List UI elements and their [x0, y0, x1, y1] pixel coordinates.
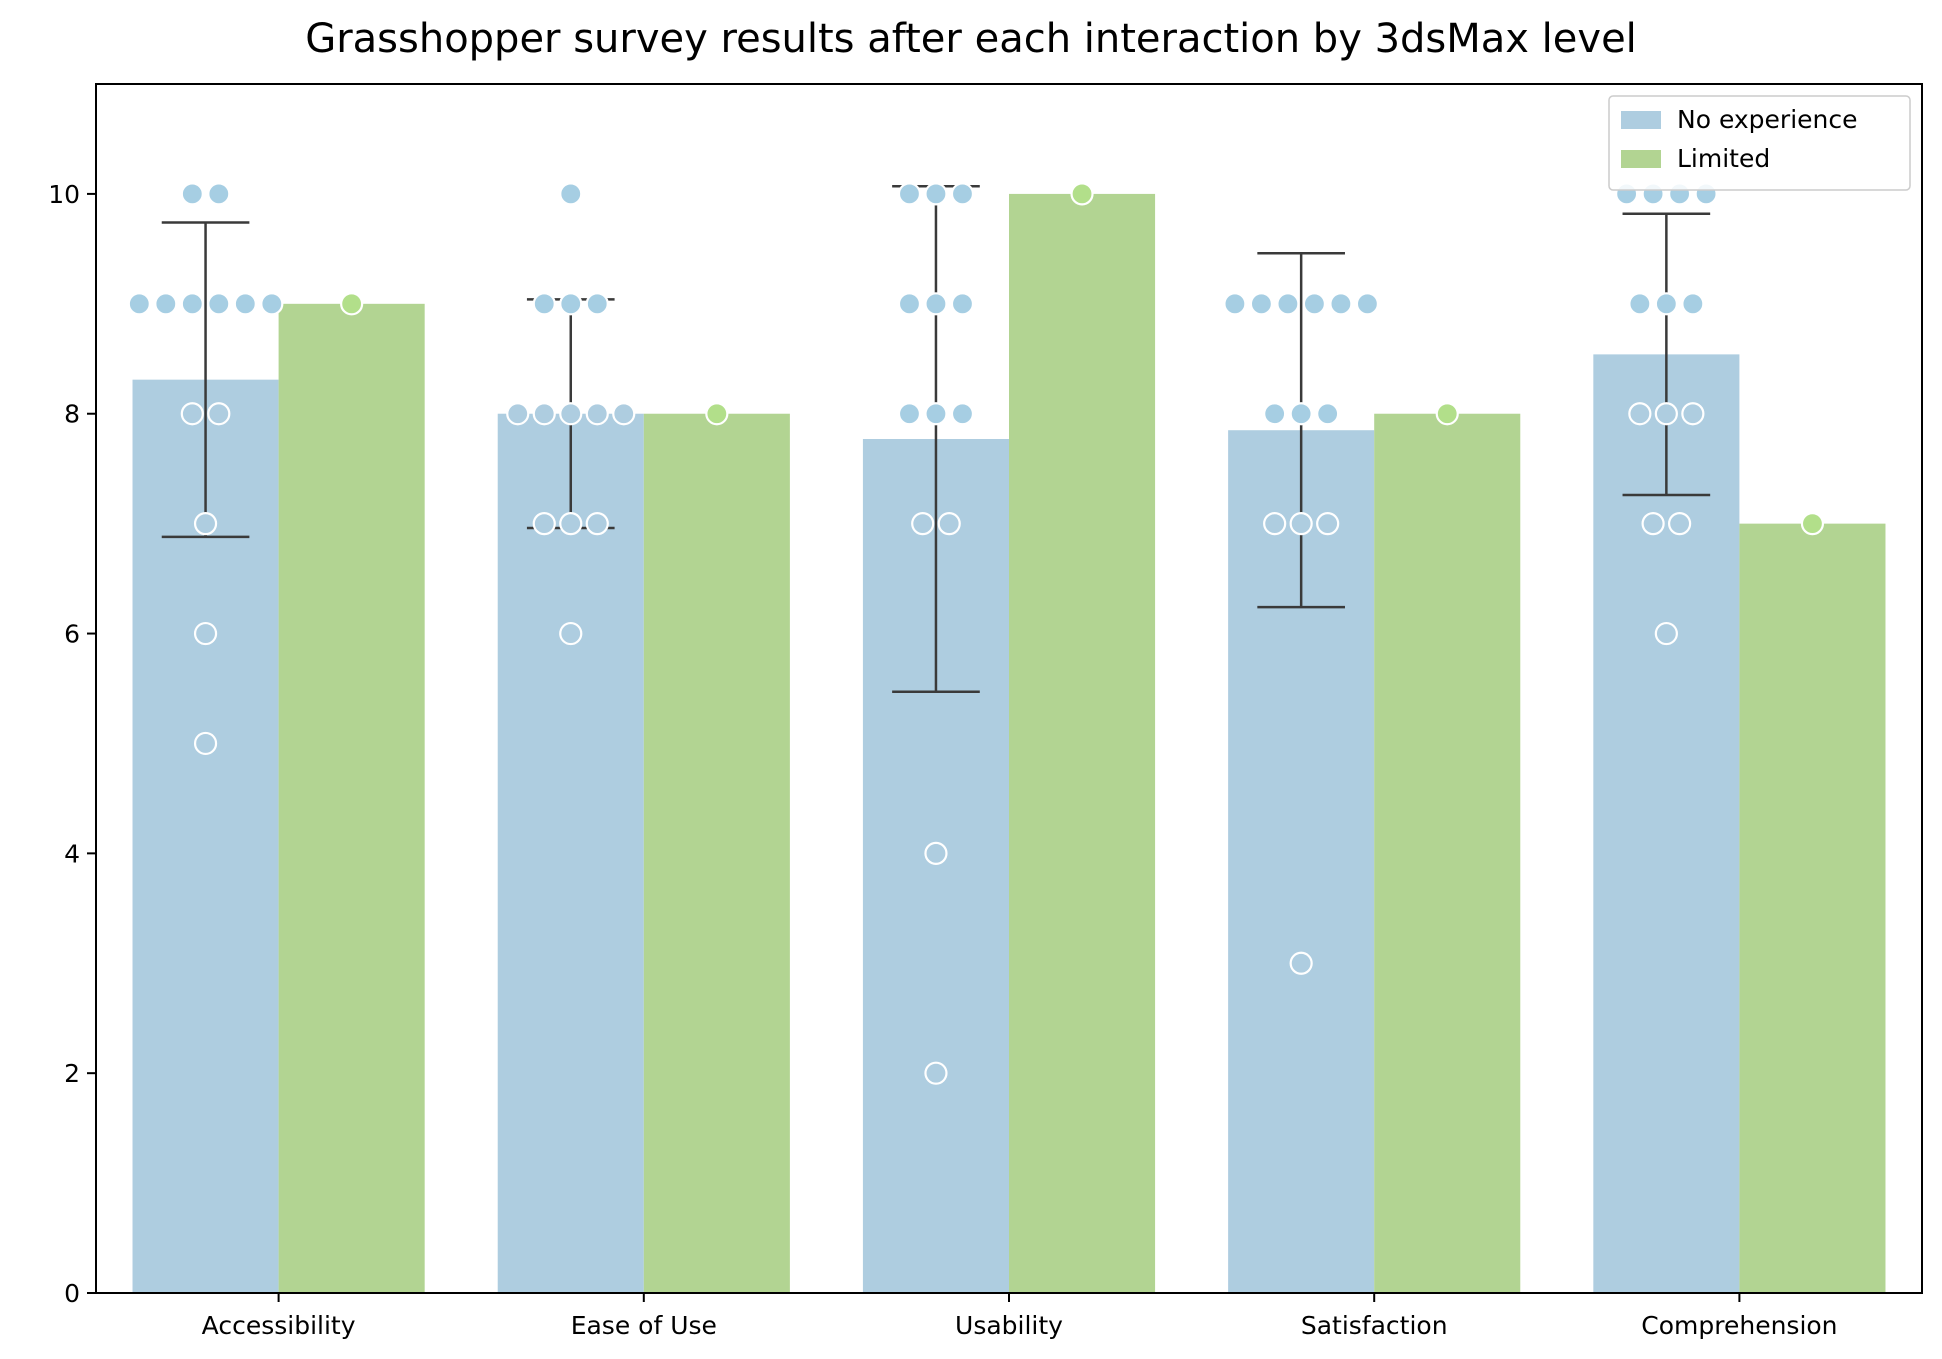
data-point-no-experience-0-10 [207, 182, 231, 206]
data-point-limited-2-10 [1070, 182, 1094, 206]
data-point-no-experience-1-10 [559, 182, 583, 206]
data-point-no-experience-0-9 [233, 292, 257, 316]
x-tick-label-4: Comprehension [1641, 1311, 1837, 1340]
data-point-no-experience-2-10 [924, 182, 948, 206]
legend: No experience Limited [1608, 95, 1911, 191]
axes-layer: 0 2 4 6 8 10 Accessibility Ease of Use Usability… [48, 83, 1923, 1340]
data-point-no-experience-2-8 [897, 402, 922, 426]
data-point-no-experience-3-7 [1289, 512, 1313, 536]
data-point-no-experience-1-8 [532, 402, 556, 426]
data-point-no-experience-1-9 [532, 292, 556, 316]
data-point-no-experience-2-2 [924, 1061, 948, 1085]
y-tick-label-2: 2 [64, 1059, 80, 1088]
data-point-no-experience-4-8 [1628, 402, 1652, 426]
bar-limited-0 [278, 303, 425, 1293]
data-point-no-experience-1-8 [585, 402, 609, 426]
data-point-no-experience-3-8 [1289, 402, 1313, 426]
bar-limited-3 [1374, 413, 1521, 1293]
x-tick-label-1: Ease of Use [571, 1311, 717, 1340]
chart-title: Grasshopper survey results after each in… [305, 16, 1637, 62]
data-point-limited-3-8 [1435, 402, 1459, 426]
bar-limited-1 [643, 413, 790, 1293]
data-point-no-experience-2-7 [937, 512, 961, 536]
data-point-no-experience-2-7 [911, 512, 935, 536]
data-point-limited-0-9 [340, 292, 364, 316]
data-point-no-experience-4-9 [1681, 292, 1705, 316]
data-point-no-experience-3-7 [1316, 512, 1340, 536]
data-point-no-experience-3-8 [1316, 402, 1340, 426]
bars-layer [132, 193, 1886, 1294]
points-layer [127, 182, 1825, 1085]
data-point-no-experience-2-9 [897, 292, 922, 316]
data-point-no-experience-4-9 [1628, 292, 1652, 316]
data-point-no-experience-3-7 [1263, 512, 1287, 536]
x-tick-label-3: Satisfaction [1301, 1311, 1448, 1340]
bar-no-experience-1 [497, 413, 644, 1293]
data-point-no-experience-2-10 [950, 182, 975, 206]
data-point-no-experience-3-9 [1329, 292, 1353, 316]
x-tick-label-0: Accessibility [202, 1311, 356, 1340]
data-point-no-experience-1-6 [559, 621, 583, 646]
data-point-no-experience-3-9 [1355, 292, 1380, 316]
data-point-no-experience-4-8 [1654, 402, 1678, 426]
data-point-no-experience-3-9 [1223, 292, 1247, 316]
data-point-no-experience-0-8 [207, 402, 231, 426]
data-point-no-experience-1-7 [559, 512, 583, 536]
data-point-no-experience-2-4 [924, 841, 948, 865]
bar-limited-4 [1739, 523, 1886, 1293]
data-point-no-experience-4-6 [1654, 621, 1678, 646]
data-point-no-experience-2-10 [897, 182, 922, 206]
data-point-limited-4-7 [1800, 512, 1825, 536]
data-point-no-experience-2-8 [924, 402, 948, 426]
data-point-no-experience-0-9 [127, 292, 151, 316]
data-point-no-experience-1-9 [585, 292, 609, 316]
data-point-no-experience-4-7 [1668, 512, 1692, 536]
data-point-no-experience-3-8 [1263, 402, 1287, 426]
data-point-no-experience-0-9 [154, 292, 178, 316]
data-point-no-experience-4-7 [1641, 512, 1665, 536]
data-point-no-experience-1-8 [506, 402, 530, 426]
y-tick-label-6: 6 [64, 620, 80, 649]
bar-limited-2 [1009, 193, 1156, 1294]
data-point-no-experience-0-5 [193, 731, 218, 756]
data-point-no-experience-0-6 [193, 621, 218, 646]
data-point-no-experience-1-9 [559, 292, 583, 316]
data-point-no-experience-0-10 [180, 182, 204, 206]
legend-box [1608, 95, 1911, 191]
data-point-no-experience-3-9 [1249, 292, 1274, 316]
y-tick-label-8: 8 [64, 400, 80, 429]
data-point-limited-1-8 [705, 402, 729, 426]
data-point-no-experience-3-3 [1289, 951, 1313, 975]
y-tick-label-4: 4 [64, 839, 80, 868]
y-tick-label-10: 10 [48, 180, 80, 209]
data-point-no-experience-0-7 [193, 512, 218, 536]
legend-swatch-1 [1621, 150, 1661, 168]
data-point-no-experience-2-9 [924, 292, 948, 316]
data-point-no-experience-0-8 [180, 402, 204, 426]
y-tick-label-0: 0 [64, 1279, 80, 1308]
legend-label-1: Limited [1677, 144, 1770, 173]
data-point-no-experience-1-8 [559, 402, 583, 426]
data-point-no-experience-0-9 [180, 292, 204, 316]
data-point-no-experience-1-8 [612, 402, 636, 426]
data-point-no-experience-0-9 [207, 292, 231, 316]
data-point-no-experience-0-9 [260, 292, 284, 316]
data-point-no-experience-2-8 [950, 402, 975, 426]
bar-no-experience-4 [1593, 354, 1740, 1294]
data-point-no-experience-1-7 [532, 512, 556, 536]
legend-label-0: No experience [1677, 105, 1858, 134]
data-point-no-experience-3-9 [1302, 292, 1327, 316]
data-point-no-experience-1-7 [585, 512, 609, 536]
x-tick-label-2: Usability [955, 1311, 1063, 1340]
data-point-no-experience-4-8 [1681, 402, 1705, 426]
data-point-no-experience-3-9 [1276, 292, 1300, 316]
data-point-no-experience-4-9 [1654, 292, 1678, 316]
data-point-no-experience-2-9 [950, 292, 975, 316]
legend-swatch-0 [1621, 111, 1661, 129]
